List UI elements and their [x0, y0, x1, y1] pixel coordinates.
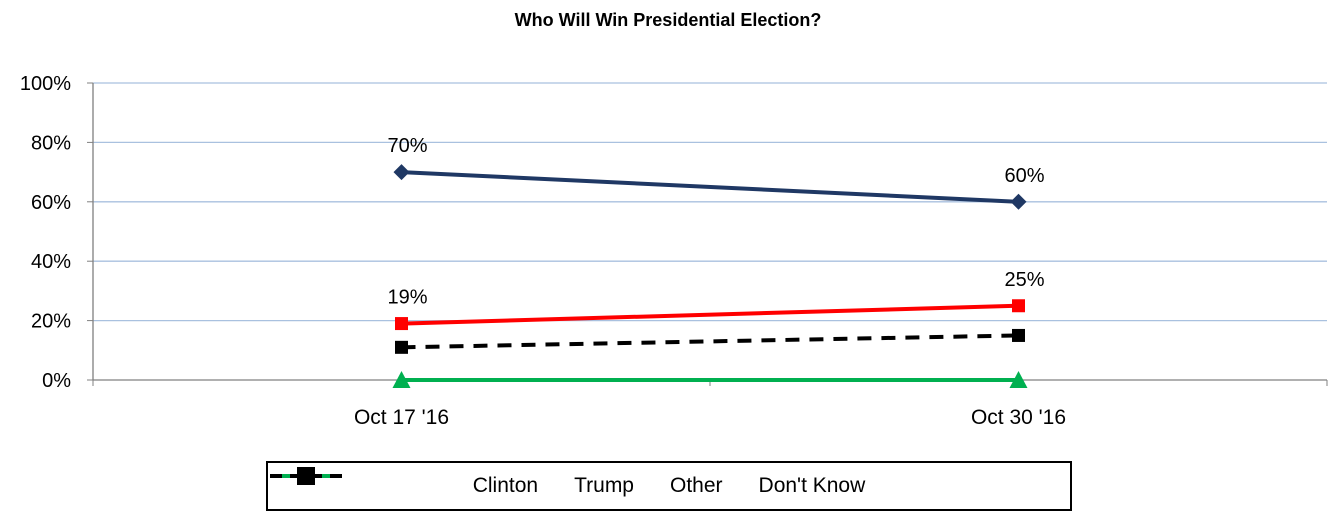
line-chart: 0% 20% 40% 60% 80% 100% Oct 17 '16 Oct 30 '16 19…: [20, 73, 1328, 429]
legend-label: Trump: [574, 474, 634, 497]
x-tick-label: Oct 30 '16: [971, 406, 1066, 429]
legend-item-other: Other: [270, 467, 723, 498]
y-tick-label: 100%: [20, 73, 71, 95]
legend-item-trump: Trump: [270, 469, 634, 498]
trump-data-label: 19%: [387, 287, 427, 309]
other-point: [392, 371, 411, 388]
don-t-know-point: [1012, 328, 1025, 342]
trump-point: [395, 317, 408, 331]
clinton-data-label: 70%: [387, 135, 427, 157]
legend-swatch-don-t-know: [270, 467, 342, 485]
other-point: [1009, 371, 1028, 388]
trump-series-line: [401, 303, 1019, 326]
x-tick-label: Oct 17 '16: [354, 406, 449, 429]
y-tick-label: 80%: [31, 132, 71, 154]
don-t-know-series-line: [401, 333, 1019, 350]
clinton-data-label: 60%: [1004, 165, 1044, 187]
legend-label: Don't Know: [758, 474, 866, 497]
clinton-point: [1010, 193, 1027, 210]
chart-title: Who Will Win Presidential Election?: [514, 10, 822, 30]
legend-item-don-t-know: Don't Know: [270, 467, 866, 498]
y-tick-label: 40%: [31, 251, 71, 273]
legend-label: Clinton: [472, 474, 539, 497]
y-tick-label: 20%: [31, 311, 71, 333]
trump-data-label: 25%: [1004, 269, 1044, 291]
legend-label: Other: [670, 474, 723, 497]
y-tick-label: 60%: [31, 192, 71, 214]
legend-item-clinton: Clinton: [270, 468, 539, 498]
chart-legend: Clinton Trump Other Don't Know: [266, 461, 1072, 511]
don-t-know-point: [395, 340, 408, 354]
trump-point: [1012, 299, 1025, 313]
clinton-point: [393, 164, 410, 181]
clinton-series-line: [401, 170, 1019, 204]
y-tick-label: 0%: [42, 370, 71, 392]
